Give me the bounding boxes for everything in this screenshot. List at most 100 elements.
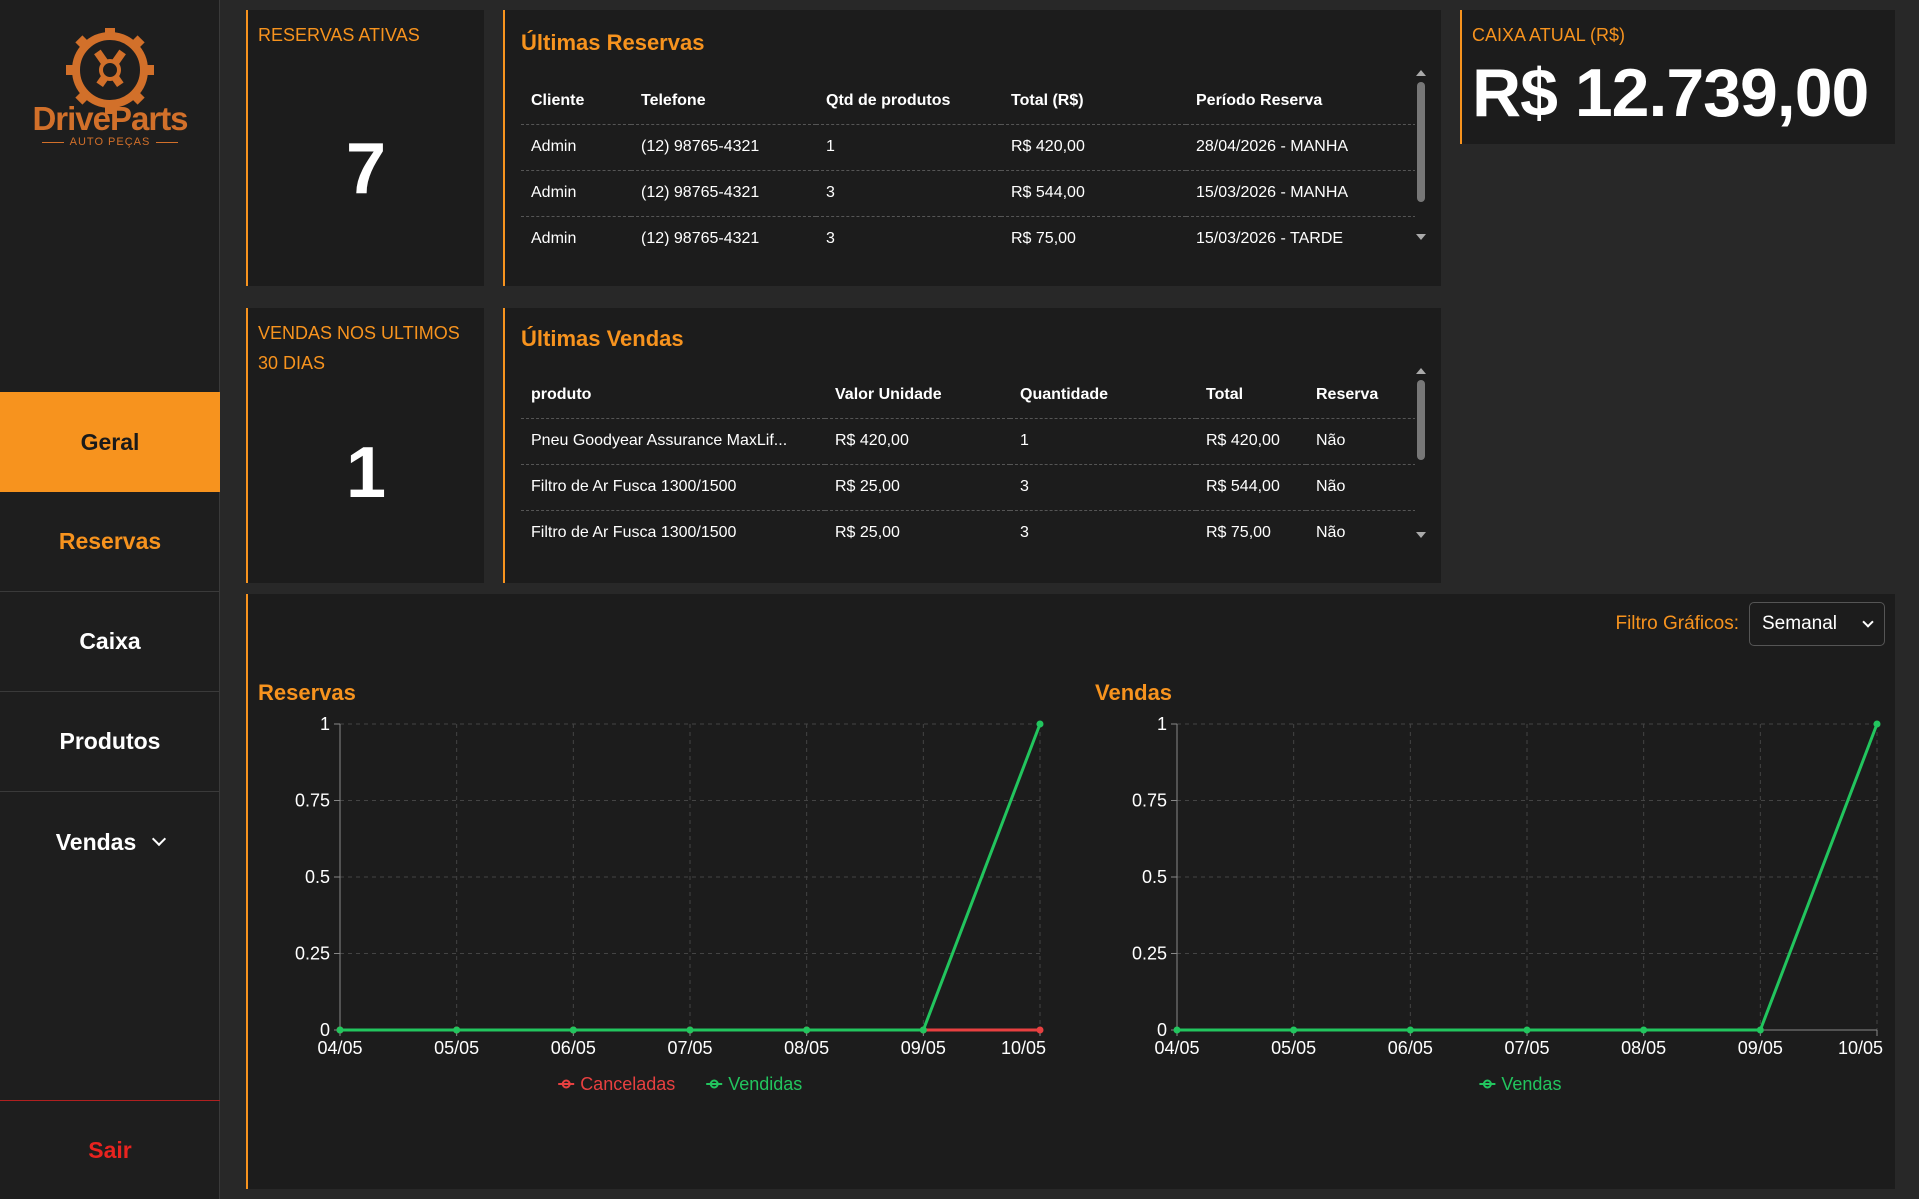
x-tick-label: 07/05	[1504, 1038, 1549, 1058]
data-point	[686, 1026, 694, 1034]
column-header: Total	[1196, 372, 1306, 419]
y-tick-label: 0.25	[1132, 944, 1167, 964]
x-tick-label: 06/05	[1388, 1038, 1433, 1058]
table-row[interactable]: Admin (12) 98765-4321 3 R$ 75,00 15/03/2…	[521, 216, 1421, 246]
data-point	[1036, 720, 1044, 728]
scroll-down-icon[interactable]	[1416, 234, 1426, 240]
table-cell: R$ 75,00	[1196, 510, 1306, 542]
vendas-30-card: VENDAS NOS ULTIMOS 30 DIAS 1	[246, 308, 484, 583]
table-cell: R$ 420,00	[1001, 124, 1186, 171]
reservas-chart-title: Reservas	[258, 680, 356, 705]
period-select[interactable]: Semanal	[1749, 602, 1885, 646]
table-row[interactable]: Admin (12) 98765-4321 1 R$ 420,00 28/04/…	[521, 124, 1421, 171]
column-header: Cliente	[521, 78, 631, 125]
table-cell: R$ 420,00	[1196, 418, 1306, 465]
table-row[interactable]: Filtro de Ar Fusca 1300/1500 R$ 25,00 3 …	[521, 510, 1421, 542]
table-cell: Admin	[521, 124, 631, 171]
y-tick-label: 0.75	[1132, 791, 1167, 811]
sidebar: DriveParts AUTO PEÇAS Geral Reservas Cai…	[0, 0, 220, 1199]
column-header: Total (R$)	[1001, 78, 1186, 125]
y-tick-label: 0	[1157, 1020, 1167, 1040]
x-tick-label: 08/05	[1621, 1038, 1666, 1058]
ultimas-reservas-table: Cliente Telefone Qtd de produtos Total (…	[521, 78, 1421, 246]
reservas-ativas-value: 7	[345, 129, 387, 209]
table-cell: 28/04/2026 - MANHA	[1186, 124, 1421, 171]
table-cell: Admin	[521, 216, 631, 246]
table-cell: Filtro de Ar Fusca 1300/1500	[521, 510, 825, 542]
chart-filter: Filtro Gráficos: Semanal	[1615, 602, 1885, 646]
table-cell: (12) 98765-4321	[631, 124, 816, 171]
nav-item-label: Geral	[80, 428, 140, 455]
table-row[interactable]: Filtro de Ar Fusca 1300/1500 R$ 25,00 3 …	[521, 464, 1421, 511]
table-cell: R$ 25,00	[825, 464, 1010, 511]
data-point	[1640, 1026, 1648, 1034]
caixa-atual-card: CAIXA ATUAL (R$) R$ 12.739,00	[1460, 10, 1895, 144]
column-header: Quantidade	[1010, 372, 1196, 419]
x-tick-label: 08/05	[784, 1038, 829, 1058]
reservas-ativas-card: RESERVAS ATIVAS 7	[246, 10, 484, 286]
vendas-chart: 0 0.25 0.5 0.75 1 04/05 05/05 06/05 07/05 08/05 09…	[1132, 714, 1883, 1094]
nav-item-geral[interactable]: Geral	[0, 392, 220, 492]
nav-item-produtos[interactable]: Produtos	[0, 692, 220, 792]
scrollbar-thumb[interactable]	[1417, 82, 1425, 202]
data-point	[453, 1026, 461, 1034]
y-tick-label: 1	[320, 714, 330, 734]
brand-name: DriveParts	[32, 100, 188, 137]
ultimas-reservas-title: Últimas Reservas	[521, 30, 705, 55]
data-point	[1036, 1026, 1044, 1034]
scrollbar-thumb[interactable]	[1417, 380, 1425, 460]
scroll-up-icon[interactable]	[1416, 368, 1426, 374]
y-tick-label: 0.5	[1142, 867, 1167, 887]
vendas-scrollbar[interactable]	[1415, 368, 1427, 538]
y-tick-label: 0.75	[295, 791, 330, 811]
data-point	[1406, 1026, 1414, 1034]
table-row[interactable]: Admin (12) 98765-4321 3 R$ 544,00 15/03/…	[521, 170, 1421, 217]
reservas-chart: 0 0.25 0.5 0.75 1 04/05 05/05 06/05 07/05 08/05 09…	[295, 714, 1046, 1094]
table-row[interactable]: Pneu Goodyear Assurance MaxLif... R$ 420…	[521, 418, 1421, 465]
nav-item-reservas[interactable]: Reservas	[0, 492, 220, 592]
scroll-down-icon[interactable]	[1416, 532, 1426, 538]
table-cell: R$ 544,00	[1196, 464, 1306, 511]
scroll-up-icon[interactable]	[1416, 70, 1426, 76]
legend-label: Canceladas	[580, 1074, 675, 1094]
x-tick-label: 09/05	[901, 1038, 946, 1058]
table-cell: Não	[1306, 418, 1421, 465]
vendas-30-value: 1	[345, 433, 387, 513]
ultimas-vendas-table: produto Valor Unidade Quantidade Total R…	[521, 372, 1421, 542]
legend-label: Vendidas	[728, 1074, 802, 1094]
y-tick-label: 0	[320, 1020, 330, 1040]
x-tick-label: 06/05	[551, 1038, 596, 1058]
table-cell: 15/03/2026 - MANHA	[1186, 170, 1421, 217]
gear-wrench-icon	[66, 28, 154, 114]
ultimas-vendas-title: Últimas Vendas	[521, 326, 684, 351]
vendas-30-title: VENDAS NOS ULTIMOS 30 DIAS	[258, 323, 460, 373]
column-header: Período Reserva	[1186, 78, 1421, 125]
column-header: Telefone	[631, 78, 816, 125]
legend-label: Vendas	[1501, 1074, 1561, 1094]
ultimas-reservas-card: Últimas Reservas Cliente Telefone Qtd de…	[503, 10, 1441, 286]
table-cell: 3	[816, 170, 1001, 217]
table-cell: Filtro de Ar Fusca 1300/1500	[521, 464, 825, 511]
nav-item-caixa[interactable]: Caixa	[0, 592, 220, 692]
x-tick-label: 07/05	[667, 1038, 712, 1058]
x-tick-label: 05/05	[1271, 1038, 1316, 1058]
table-cell: Não	[1306, 464, 1421, 511]
reservas-scrollbar[interactable]	[1415, 70, 1427, 240]
table-cell: 1	[1010, 418, 1196, 465]
column-header: produto	[521, 372, 825, 419]
brand-logo: DriveParts AUTO PEÇAS	[20, 28, 200, 158]
table-cell: 3	[1010, 510, 1196, 542]
nav-item-vendas[interactable]: Vendas	[0, 792, 220, 892]
table-header-row: Cliente Telefone Qtd de produtos Total (…	[521, 78, 1421, 125]
data-point	[919, 1026, 927, 1034]
legend-marker	[709, 1079, 719, 1089]
table-cell: 1	[816, 124, 1001, 171]
data-point	[1290, 1026, 1298, 1034]
logout-button[interactable]: Sair	[0, 1100, 220, 1199]
nav-item-label: Vendas	[55, 828, 137, 855]
table-cell: Admin	[521, 170, 631, 217]
charts-panel: Filtro Gráficos: Semanal Reservas Vendas…	[246, 594, 1895, 1189]
table-cell: 15/03/2026 - TARDE	[1186, 216, 1421, 246]
chevron-down-icon	[1862, 616, 1874, 628]
table-cell: (12) 98765-4321	[631, 216, 816, 246]
